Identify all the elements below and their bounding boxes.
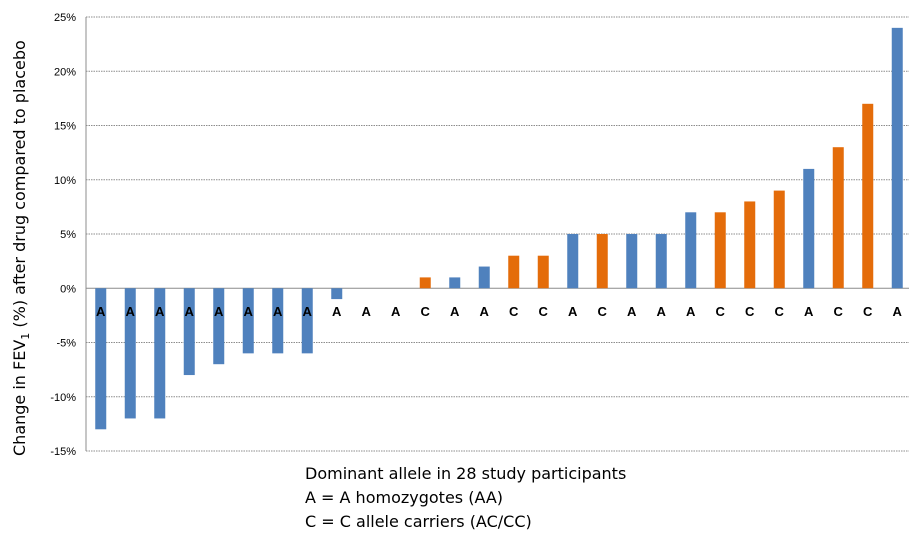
bar	[331, 288, 343, 300]
bar	[95, 288, 107, 430]
category-label: A	[362, 304, 372, 319]
y-tick-label: 15%	[54, 121, 76, 133]
bar	[124, 288, 136, 419]
category-label: A	[893, 304, 903, 319]
bar	[626, 234, 638, 289]
bar	[242, 288, 254, 354]
bar	[213, 288, 225, 365]
category-label: A	[568, 304, 578, 319]
y-axis-label: Change in FEV1 (%) after drug compared t…	[9, 40, 33, 456]
category-label: A	[332, 304, 342, 319]
y-tick-label: 25%	[54, 12, 76, 24]
category-label: A	[244, 304, 254, 319]
category-label: C	[539, 304, 549, 319]
y-tick-label: 5%	[60, 229, 76, 241]
bar	[272, 288, 284, 354]
category-label: C	[863, 304, 873, 319]
bars	[95, 27, 903, 430]
category-label: C	[745, 304, 755, 319]
bar	[685, 212, 697, 289]
category-label: A	[303, 304, 313, 319]
bar	[803, 168, 815, 289]
category-label: C	[421, 304, 431, 319]
bar	[773, 190, 785, 289]
bar	[862, 103, 874, 289]
y-tick-label: 20%	[54, 66, 76, 78]
category-label: C	[598, 304, 608, 319]
chart-caption: Dominant allele in 28 study participants…	[305, 462, 626, 534]
bar	[154, 288, 166, 419]
category-label: A	[96, 304, 106, 319]
y-tick-label: 10%	[54, 175, 76, 187]
category-label: A	[185, 304, 195, 319]
bar	[744, 201, 756, 289]
y-tick-label: -5%	[56, 338, 76, 350]
category-label: A	[627, 304, 637, 319]
bar	[301, 288, 313, 354]
category-label: A	[480, 304, 490, 319]
gridlines	[85, 16, 909, 452]
category-label: C	[775, 304, 785, 319]
bar	[449, 277, 461, 289]
bar	[655, 234, 667, 289]
caption-line-a: A = A homozygotes (AA)	[305, 488, 504, 507]
category-label: A	[657, 304, 667, 319]
category-label: C	[509, 304, 519, 319]
category-label: C	[716, 304, 726, 319]
y-tick-label: -10%	[50, 392, 76, 404]
bar	[714, 212, 726, 289]
y-tick-labels: 25% 20% 15% 10% 5% 0% -5% -10% -15%	[50, 12, 76, 458]
category-label: A	[126, 304, 136, 319]
caption-line-title: Dominant allele in 28 study participants	[305, 464, 627, 483]
bar	[508, 255, 520, 289]
bar	[596, 234, 608, 289]
y-tick-label: 0%	[60, 283, 76, 295]
category-label: C	[834, 304, 844, 319]
bar	[891, 27, 903, 289]
bar	[183, 288, 195, 376]
y-tick-label: -15%	[50, 446, 76, 458]
bar	[478, 266, 490, 289]
bar	[832, 147, 844, 289]
category-label: A	[391, 304, 401, 319]
category-label: A	[155, 304, 165, 319]
caption-line-c: C = C allele carriers (AC/CC)	[305, 512, 532, 531]
category-label: A	[804, 304, 814, 319]
category-label: A	[273, 304, 283, 319]
bar	[537, 255, 549, 289]
category-label: A	[450, 304, 460, 319]
category-label: A	[686, 304, 696, 319]
bar	[419, 277, 431, 289]
bar	[567, 234, 579, 289]
category-label: A	[214, 304, 224, 319]
